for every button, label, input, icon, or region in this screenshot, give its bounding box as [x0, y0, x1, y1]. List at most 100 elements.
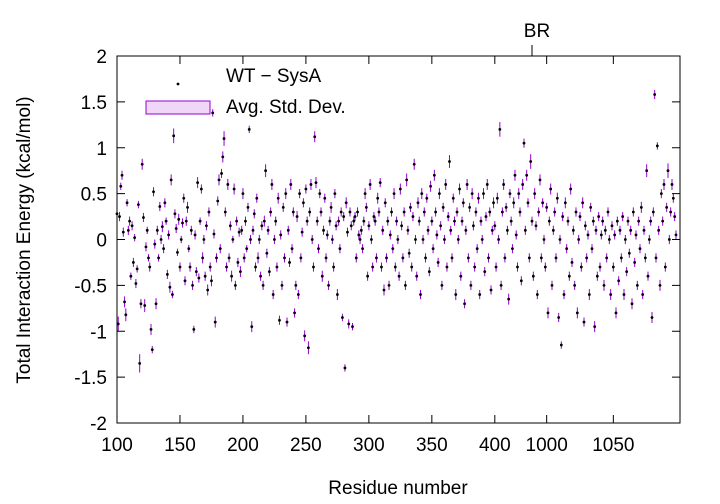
data-point	[168, 285, 172, 289]
data-point	[566, 219, 570, 223]
data-point	[482, 192, 485, 196]
data-point	[431, 247, 435, 251]
data-point	[673, 215, 677, 218]
data-point	[143, 304, 147, 307]
data-point	[369, 238, 373, 241]
data-point	[309, 183, 313, 186]
data-point	[129, 274, 133, 278]
data-point	[126, 228, 130, 232]
data-point	[666, 169, 670, 173]
data-point	[118, 215, 121, 218]
data-point	[495, 196, 499, 200]
data-point	[269, 210, 273, 214]
data-point	[205, 224, 208, 228]
data-point	[279, 233, 283, 237]
data-point	[354, 256, 358, 260]
data-point	[246, 205, 250, 209]
data-point	[549, 187, 553, 191]
data-point	[120, 173, 124, 177]
data-point	[341, 316, 344, 319]
data-point	[490, 228, 494, 232]
data-point	[409, 205, 412, 209]
data-point	[231, 238, 235, 241]
data-point	[206, 288, 210, 292]
data-point	[512, 201, 516, 205]
data-point	[252, 212, 256, 216]
data-point	[344, 201, 348, 205]
data-point	[259, 274, 262, 278]
x-axis-label: Residue number	[328, 478, 468, 499]
data-point	[451, 196, 455, 200]
data-point	[485, 183, 489, 186]
x-tick-label: 300	[353, 435, 385, 456]
data-point	[181, 221, 184, 225]
data-point	[188, 265, 192, 269]
data-point	[218, 247, 222, 251]
data-point	[425, 196, 429, 200]
data-point	[223, 210, 227, 214]
data-point	[446, 215, 450, 218]
data-point	[184, 219, 188, 223]
data-point	[356, 210, 359, 214]
data-point	[315, 219, 319, 223]
data-point	[162, 247, 165, 251]
data-point	[449, 228, 453, 232]
data-point	[594, 228, 598, 232]
data-point	[347, 322, 351, 326]
data-point	[138, 361, 142, 365]
data-point	[353, 215, 357, 218]
data-point	[419, 293, 422, 296]
data-point	[445, 265, 449, 269]
data-point	[438, 192, 441, 196]
data-point	[241, 192, 245, 196]
data-point	[213, 320, 217, 324]
data-point	[119, 184, 123, 188]
data-point	[601, 219, 605, 223]
data-point	[164, 219, 168, 223]
data-point	[430, 219, 434, 223]
data-point	[351, 325, 354, 329]
data-point	[441, 205, 445, 209]
data-point	[633, 261, 637, 264]
data-point	[131, 261, 135, 264]
data-point	[202, 238, 206, 241]
data-point	[387, 283, 391, 287]
data-point	[298, 192, 302, 196]
data-point	[400, 224, 404, 228]
data-point	[332, 265, 336, 269]
x-axis: 100 150 200 250 300 350 400 1000 1050	[101, 56, 634, 456]
data-point	[602, 283, 606, 287]
data-point	[257, 238, 261, 241]
data-point	[631, 210, 635, 214]
data-point	[128, 219, 131, 223]
data-point	[500, 210, 504, 214]
data-point	[396, 238, 400, 241]
x-tick-label: 1000	[526, 435, 568, 456]
data-point	[186, 205, 189, 209]
data-point	[523, 228, 527, 232]
data-point	[618, 228, 622, 232]
data-point	[598, 265, 602, 269]
data-point	[444, 183, 448, 186]
data-point	[261, 283, 265, 287]
data-point	[498, 127, 502, 131]
data-point	[140, 162, 144, 166]
data-point	[416, 201, 420, 205]
data-point	[443, 238, 446, 241]
data-point	[577, 238, 581, 241]
data-point	[405, 178, 409, 182]
y-tick-label: 1	[96, 139, 107, 160]
data-point	[537, 210, 541, 214]
data-point	[159, 238, 163, 241]
data-point	[310, 238, 314, 241]
data-point	[361, 247, 364, 251]
data-point	[627, 251, 631, 255]
data-point	[142, 216, 145, 219]
data-point	[629, 228, 633, 232]
data-point	[645, 169, 649, 173]
data-point	[273, 238, 276, 241]
data-point	[364, 205, 368, 209]
data-point	[147, 256, 150, 260]
data-point	[352, 219, 356, 223]
data-point	[152, 190, 155, 194]
